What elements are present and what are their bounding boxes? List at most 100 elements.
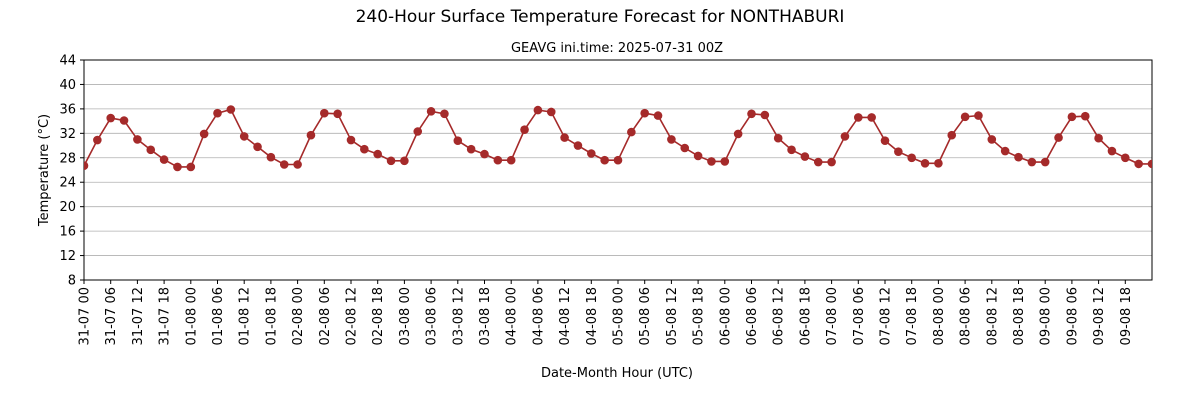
x-tick-label: 05-08 12	[665, 287, 680, 345]
chart-title: 240-Hour Surface Temperature Forecast fo…	[356, 7, 845, 27]
data-point	[146, 145, 156, 155]
data-point	[159, 155, 169, 164]
data-point	[546, 107, 556, 117]
data-point	[707, 157, 716, 166]
y-tick-label: 20	[59, 200, 76, 215]
data-point	[947, 130, 957, 140]
x-tick-label: 01-08 00	[184, 287, 199, 345]
data-point	[320, 108, 329, 118]
y-tick-label: 16	[59, 225, 76, 240]
data-point	[440, 109, 449, 119]
data-point	[787, 145, 796, 155]
x-tick-label: 09-08 18	[1119, 287, 1134, 345]
x-tick-label: 07-08 18	[905, 287, 920, 345]
x-tick-label: 08-08 00	[932, 287, 947, 345]
data-point	[667, 135, 676, 144]
x-tick-label: 05-08 06	[638, 287, 653, 345]
x-tick-label: 06-08 18	[798, 287, 813, 345]
data-point	[1067, 112, 1077, 122]
data-point	[480, 149, 489, 159]
data-point	[1000, 146, 1010, 156]
data-point	[720, 157, 730, 166]
x-tick-label: 31-07 00	[78, 287, 93, 345]
data-point	[894, 147, 903, 156]
x-tick-label: 05-08 00	[612, 287, 627, 345]
data-point	[840, 132, 850, 141]
data-series	[84, 105, 1152, 172]
y-tick-label: 44	[59, 54, 76, 69]
data-point	[293, 160, 302, 169]
data-point	[1054, 133, 1063, 142]
data-point	[93, 135, 102, 145]
y-tick-label: 32	[59, 127, 76, 142]
data-point	[760, 110, 770, 120]
data-point	[920, 158, 930, 168]
plot-frame	[83, 59, 1153, 281]
data-point	[773, 133, 783, 143]
x-tick-label: 07-08 12	[879, 287, 894, 345]
data-point	[1027, 157, 1037, 167]
x-tick-label: 03-08 06	[425, 287, 440, 345]
data-point	[106, 113, 115, 123]
data-point	[386, 156, 396, 166]
x-tick-label: 04-08 00	[505, 287, 520, 345]
data-point	[867, 113, 876, 122]
x-axis-label: Date-Month Hour (UTC)	[541, 366, 693, 381]
data-point	[987, 135, 997, 144]
x-tick-label: 08-08 18	[1012, 287, 1027, 345]
data-point	[747, 109, 756, 119]
data-point	[239, 132, 249, 141]
data-point	[186, 162, 196, 172]
data-point	[360, 144, 369, 154]
data-point	[84, 161, 89, 171]
x-tick-label: 06-08 00	[718, 287, 733, 345]
x-tick-label: 02-08 12	[345, 287, 360, 345]
data-point	[266, 152, 276, 162]
y-tick-label: 36	[59, 102, 76, 117]
data-point	[520, 125, 529, 134]
x-tick-label: 03-08 12	[451, 287, 466, 345]
data-point	[733, 129, 743, 139]
data-point	[373, 149, 383, 159]
y-tick-label: 40	[59, 78, 76, 93]
data-point	[400, 156, 409, 166]
x-tick-label: 07-08 00	[825, 287, 840, 345]
data-point	[880, 136, 890, 145]
data-point	[133, 135, 142, 144]
x-tick-label: 09-08 06	[1065, 287, 1080, 345]
data-point	[346, 135, 356, 145]
x-tick-label: 04-08 06	[531, 287, 546, 345]
data-point	[827, 157, 836, 167]
data-point	[854, 113, 863, 122]
data-point	[1094, 133, 1103, 143]
data-point	[934, 158, 943, 168]
data-point	[974, 111, 983, 120]
x-tick-label: 04-08 12	[558, 287, 573, 345]
x-tick-label: 01-08 18	[264, 287, 279, 345]
data-point	[279, 160, 289, 169]
data-point	[213, 108, 222, 118]
data-point	[333, 109, 342, 119]
data-point	[653, 111, 663, 120]
chart-subtitle: GEAVG ini.time: 2025-07-31 00Z	[511, 41, 723, 56]
y-tick-label: 8	[68, 274, 76, 289]
data-point	[813, 157, 823, 167]
x-tick-label: 03-08 00	[398, 287, 413, 345]
x-tick-label: 31-07 06	[104, 287, 119, 345]
data-point	[960, 112, 970, 122]
data-point	[413, 127, 423, 136]
x-tick-label: 31-07 18	[158, 287, 173, 345]
data-point	[600, 155, 609, 165]
data-point	[1014, 152, 1023, 162]
y-tick-label: 28	[59, 151, 76, 166]
y-tick-label: 24	[59, 176, 76, 191]
data-point	[1134, 159, 1143, 169]
x-tick-label: 07-08 06	[852, 287, 867, 345]
data-point	[560, 133, 569, 142]
data-point	[173, 162, 182, 172]
data-point	[226, 105, 236, 114]
data-point	[453, 136, 463, 145]
data-point	[253, 142, 262, 152]
